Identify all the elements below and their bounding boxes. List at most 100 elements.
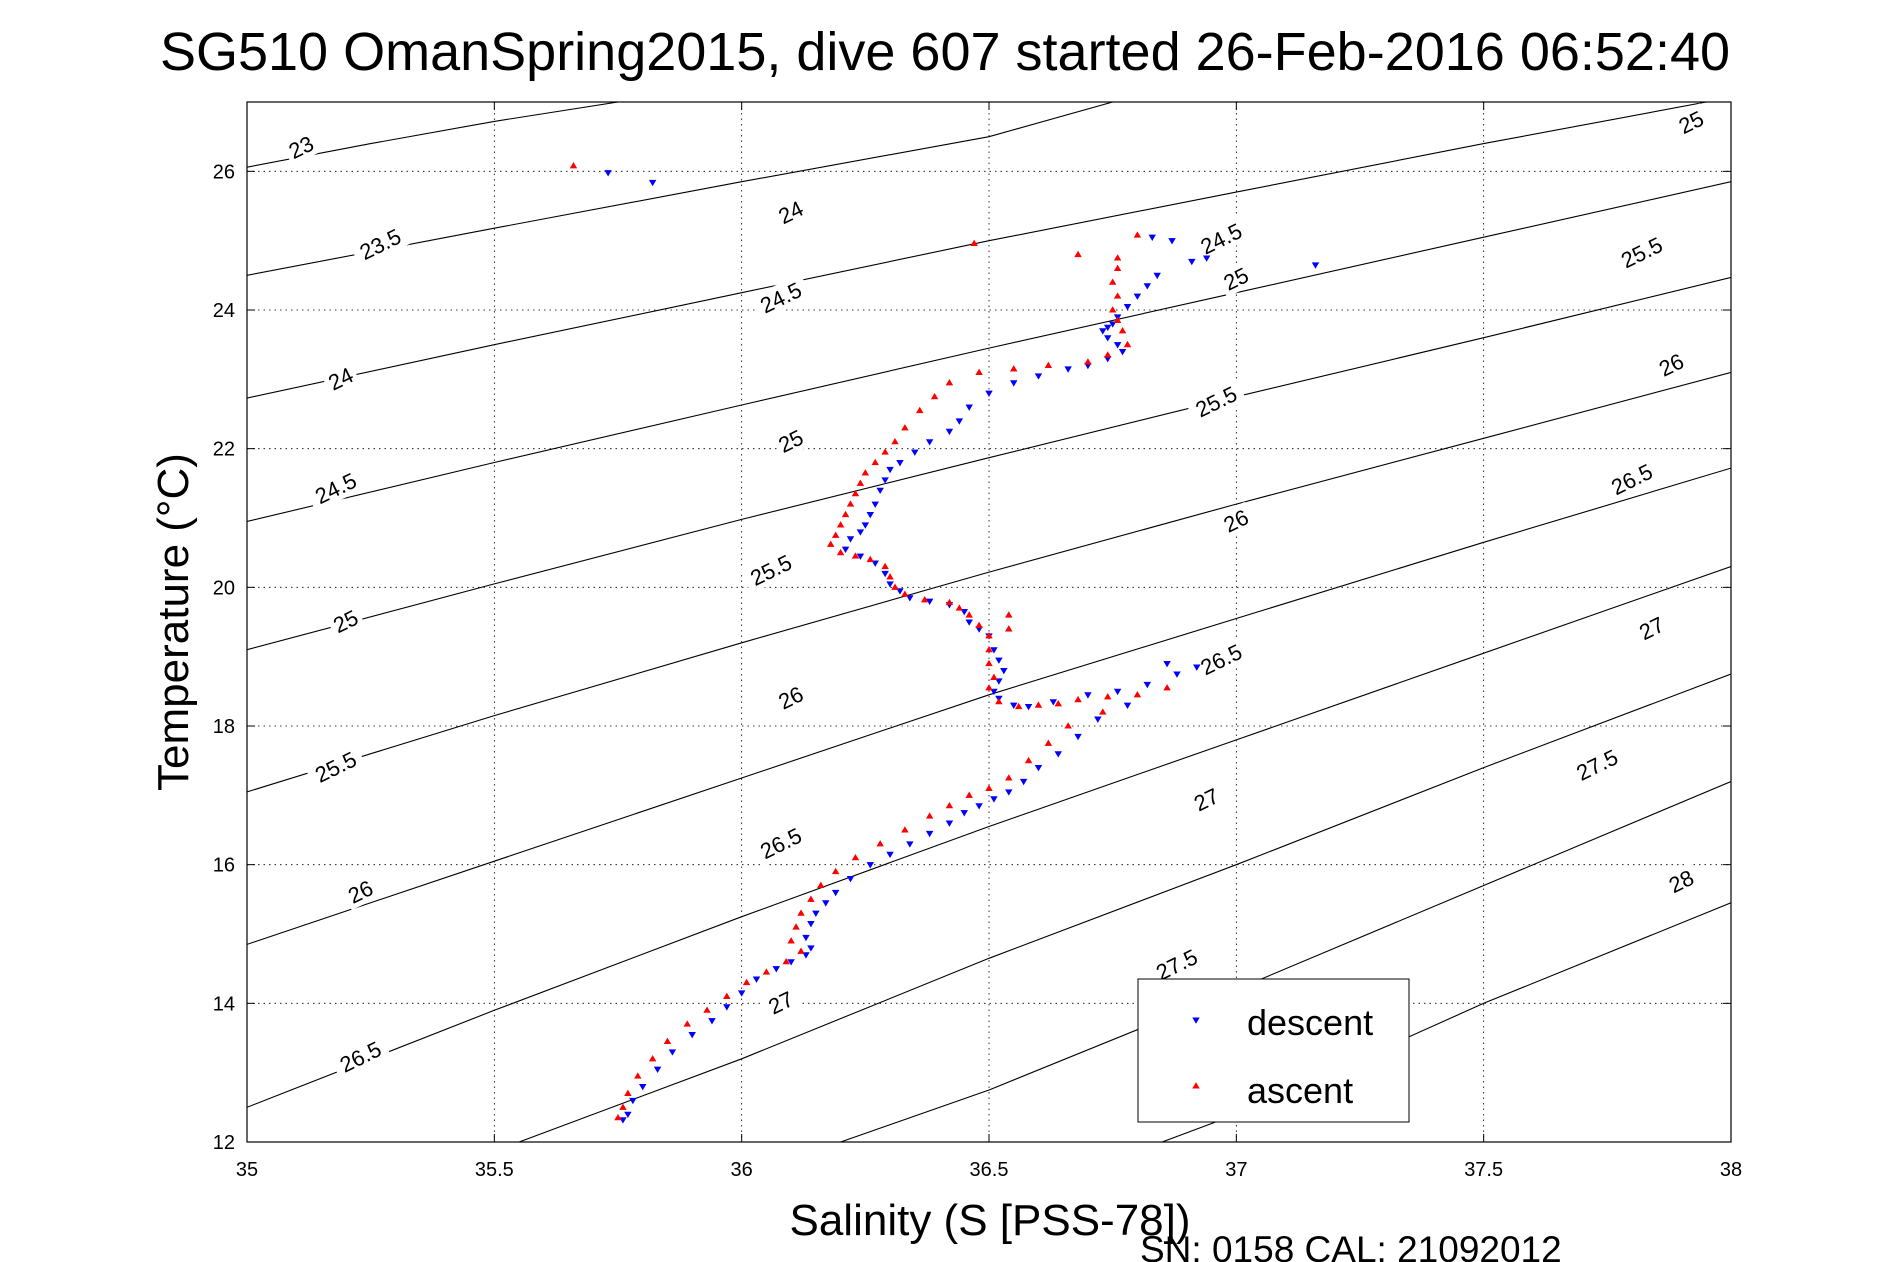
x-tick-label: 37.5 <box>1464 1159 1503 1181</box>
ascent-point <box>624 1089 632 1097</box>
contour-label-bg <box>304 464 367 512</box>
ascent-point <box>836 548 845 556</box>
legend-marker-descent <box>1192 1017 1200 1024</box>
descent-point <box>881 477 889 484</box>
contour-label-group: 25 <box>770 422 811 460</box>
legend-label-ascent: ascent <box>1247 1070 1353 1111</box>
contour-label-group: 24.5 <box>304 464 367 512</box>
ascent-point <box>930 392 939 400</box>
descent-point <box>945 820 954 827</box>
descent-point <box>861 522 870 529</box>
ascent-point <box>851 853 860 861</box>
descent-point <box>896 588 904 595</box>
descent-point <box>1054 751 1062 758</box>
descent-point <box>841 546 850 553</box>
ascent-point <box>1113 264 1122 271</box>
ascent-point <box>1005 774 1013 781</box>
ascent-point <box>1010 365 1018 372</box>
descent-point <box>752 976 761 983</box>
x-tick-label: 37 <box>1225 1159 1247 1181</box>
contour-label-bg <box>1670 103 1712 141</box>
ascent-point <box>797 947 805 954</box>
descent-point <box>648 179 657 187</box>
contour-label-bg <box>329 1032 392 1081</box>
contour-label-bg <box>340 872 381 911</box>
ascent-point <box>891 583 899 590</box>
contour-label-group: 26.5 <box>749 819 812 867</box>
ascent-point <box>856 479 865 486</box>
contour-label-bg <box>1185 377 1247 426</box>
descent-point <box>737 990 746 997</box>
descent-point <box>1099 328 1107 335</box>
ascent-point <box>1103 351 1112 358</box>
ascent-point <box>990 673 998 681</box>
descent-point <box>945 428 954 436</box>
legend-box <box>1137 978 1410 1123</box>
descent-point <box>708 1018 716 1025</box>
legend-label-descent: descent <box>1247 1002 1373 1043</box>
grid-lines <box>247 102 1731 1142</box>
legend-marker-ascent <box>1192 1082 1200 1089</box>
ascent-point <box>1044 361 1053 369</box>
contour-label-group: 25.5 <box>1610 228 1673 277</box>
ascent-point <box>965 611 973 618</box>
descent-point <box>925 439 934 446</box>
y-tick-label: 22 <box>213 439 235 461</box>
descent-point <box>772 966 781 973</box>
descent-point <box>925 830 934 838</box>
ascent-point <box>792 923 800 930</box>
descent-point <box>624 1111 632 1119</box>
descent-point <box>831 889 840 897</box>
y-tick-label: 18 <box>213 716 235 738</box>
ascent-point <box>945 801 954 809</box>
ascent-point <box>831 531 840 538</box>
contour-label-bg <box>1631 609 1672 647</box>
descent-point <box>1084 692 1092 699</box>
ascent-point <box>1108 278 1117 285</box>
ascent-point <box>634 1072 642 1079</box>
contour-label-bg <box>1190 635 1252 684</box>
descent-point <box>911 449 919 456</box>
plot-frame <box>246 101 1732 1143</box>
descent-point <box>1143 283 1152 290</box>
density-contour-25.5 <box>247 371 1731 793</box>
contour-label-bg <box>1610 228 1673 277</box>
descent-point <box>856 553 865 560</box>
descent-point <box>619 1117 627 1124</box>
contour-label-group: 28 <box>1660 862 1702 900</box>
x-tick-label: 36 <box>731 1159 753 1181</box>
ascent-point <box>995 697 1003 705</box>
descent-point <box>1049 699 1058 706</box>
density-contour-27 <box>518 673 1731 1142</box>
descent-point <box>995 678 1003 685</box>
descent-point <box>639 1083 647 1091</box>
descent-point <box>1094 716 1102 723</box>
ascent-point <box>614 1113 622 1121</box>
contour-label-group: 26.5 <box>1600 455 1663 503</box>
density-contour-26 <box>247 467 1731 945</box>
descent-point <box>604 170 612 177</box>
contour-label-group: 24.5 <box>1190 214 1252 263</box>
ascent-point <box>985 632 993 639</box>
descent-point <box>688 1031 696 1039</box>
ascent-point <box>1113 292 1122 299</box>
contour-label-bg <box>320 359 361 398</box>
descent-point <box>1143 681 1152 689</box>
descent-point <box>985 390 993 397</box>
ascent-point <box>1034 701 1043 708</box>
ascent-point <box>881 562 889 570</box>
descent-point <box>906 595 914 602</box>
descent-point <box>965 619 973 626</box>
density-contour-26.5 <box>247 565 1731 1108</box>
descent-point <box>1173 671 1181 678</box>
ascent-point <box>807 895 815 902</box>
contour-label-bg <box>1651 345 1692 384</box>
descent-point <box>1108 321 1117 328</box>
descent-point <box>1074 733 1082 741</box>
descent-point <box>1202 255 1211 262</box>
ascent-point <box>1118 327 1127 334</box>
ascent-point <box>901 590 909 597</box>
ascent-point <box>985 645 993 653</box>
density-contour-25 <box>247 276 1731 651</box>
ascent-point <box>901 826 909 833</box>
